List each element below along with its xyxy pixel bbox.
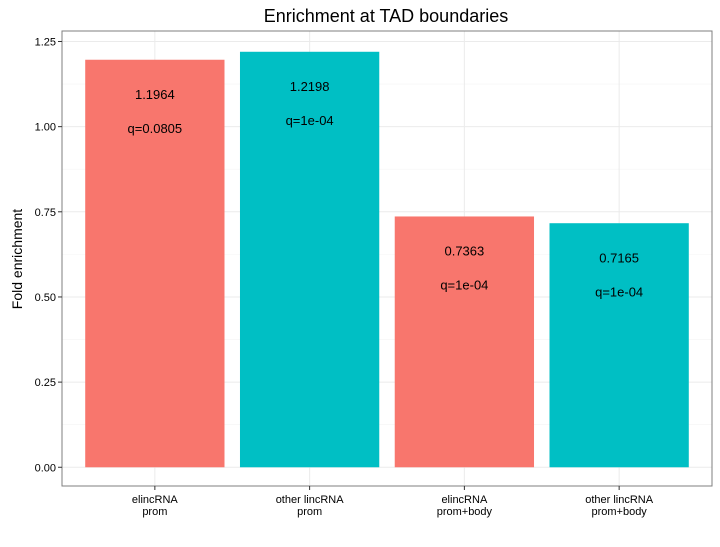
x-tick-label: other lincRNA prom [276,494,345,518]
bar-q-label: q=1e-04 [440,278,488,293]
bar [239,51,380,468]
bar-value-label: 0.7363 [444,244,484,259]
y-tick-label: 1.25 [35,36,56,48]
bar-q-label: q=0.0805 [128,121,183,136]
bar-label-layer: 1.1964 q=0.0805 1.2198 q=1e-04 0.7363 q=1e-04… [128,79,644,299]
y-tick-label: 0.75 [35,207,56,219]
chart-title: Enrichment at TAD boundaries [264,6,508,26]
bar [549,223,689,468]
bar-q-label: q=1e-04 [286,113,334,128]
y-tick-label: 1.00 [35,122,56,134]
y-axis-label: Fold enrichment [9,209,25,309]
y-tick-label: 0.50 [35,292,56,304]
x-tick-label: other lincRNA prom+body [585,494,654,518]
bar [394,216,535,468]
axis-layer: 0.00 0.25 0.50 0.75 1.00 1.25 elincRNA prom othe… [35,36,654,518]
bar-layer [85,51,689,468]
x-tick-label: elincRNA prom+body [437,494,493,518]
bar [85,59,225,468]
bar-value-label: 1.2198 [290,79,330,94]
y-tick-label: 0.00 [35,462,56,474]
bar-value-label: 1.1964 [135,87,175,102]
plot-panel-border [61,30,713,487]
y-tick-label: 0.25 [35,377,56,389]
bar-q-label: q=1e-04 [595,284,643,299]
x-tick-label: elincRNA prom [132,494,179,518]
bar-value-label: 0.7165 [599,250,639,265]
